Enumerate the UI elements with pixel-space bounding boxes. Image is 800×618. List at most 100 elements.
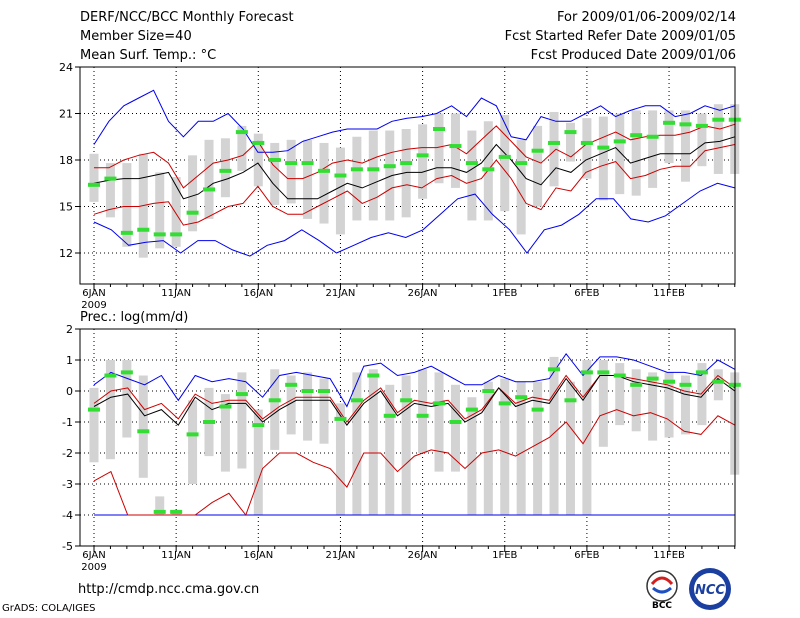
ensemble-box bbox=[434, 113, 444, 184]
ensemble-box bbox=[352, 136, 362, 221]
ensemble-median-mark bbox=[663, 379, 676, 384]
ensemble-box bbox=[664, 372, 674, 438]
ensemble-box bbox=[549, 356, 559, 515]
forecast-produced-date: Fcst Produced Date 2009/01/06 bbox=[530, 48, 736, 63]
ensemble-median-mark bbox=[170, 232, 183, 237]
x-year-label: 2009 bbox=[81, 300, 106, 311]
ensemble-median-mark bbox=[301, 161, 314, 166]
ensemble-box bbox=[253, 409, 263, 515]
ensemble-median-mark bbox=[186, 210, 199, 215]
ensemble-median-mark bbox=[285, 382, 298, 387]
ensemble-median-mark bbox=[433, 127, 446, 131]
footer-url: http://cmdp.ncc.cma.gov.cn bbox=[78, 582, 260, 597]
ensemble-box bbox=[286, 375, 296, 435]
ensemble-box bbox=[631, 110, 641, 196]
ensemble-median-mark bbox=[219, 168, 232, 173]
ensemble-box bbox=[401, 129, 411, 218]
ensemble-box bbox=[713, 104, 723, 174]
ensemble-box bbox=[303, 372, 313, 441]
ensemble-box bbox=[303, 139, 313, 219]
ensemble-median-mark bbox=[88, 182, 100, 187]
ensemble-box bbox=[138, 375, 148, 478]
ensemble-median-mark bbox=[433, 401, 446, 406]
ensemble-box bbox=[286, 139, 296, 204]
ensemble-box bbox=[385, 384, 395, 515]
upper-red-line bbox=[94, 123, 735, 189]
ensemble-box bbox=[565, 381, 575, 515]
ensemble-box bbox=[483, 381, 493, 515]
ensemble-median-mark bbox=[235, 130, 248, 135]
ensemble-median-mark bbox=[465, 161, 478, 166]
ensemble-box bbox=[171, 177, 181, 247]
ensemble-box bbox=[533, 125, 543, 207]
ensemble-median-mark bbox=[449, 144, 462, 149]
y-tick-label: -4 bbox=[62, 509, 73, 522]
y-tick-label: 1 bbox=[66, 354, 73, 367]
upper-blue-line bbox=[93, 352, 736, 408]
ensemble-median-mark bbox=[170, 509, 183, 514]
x-tick-label: 11FEB bbox=[653, 550, 685, 561]
bcc-logo-text: BCC bbox=[652, 601, 672, 610]
ensemble-median-mark bbox=[367, 373, 380, 378]
ensemble-median-mark bbox=[318, 389, 331, 393]
ensemble-median-mark bbox=[613, 373, 626, 378]
x-tick-label: 16JAN bbox=[243, 288, 273, 299]
ensemble-box bbox=[237, 372, 247, 469]
ensemble-mean-line bbox=[93, 375, 736, 426]
ensemble-median-mark bbox=[482, 167, 495, 172]
ensemble-median-mark bbox=[400, 398, 413, 403]
ensemble-box bbox=[533, 381, 543, 515]
ensemble-median-mark bbox=[712, 379, 725, 384]
ensemble-box bbox=[105, 360, 115, 460]
ensemble-median-mark bbox=[498, 401, 511, 406]
x-tick-label: 6JAN bbox=[82, 550, 105, 561]
y-tick-label: 15 bbox=[59, 201, 73, 214]
x-year-label: 2009 bbox=[81, 562, 106, 573]
ensemble-median-mark bbox=[548, 140, 561, 145]
ensemble-median-mark bbox=[663, 120, 676, 125]
ensemble-box bbox=[680, 375, 690, 435]
ensemble-box bbox=[401, 375, 411, 515]
ensemble-box bbox=[697, 113, 707, 167]
ensemble-box bbox=[253, 133, 263, 187]
forecast-period: For 2009/01/06-2009/02/14 bbox=[557, 10, 736, 25]
ensemble-median-mark bbox=[712, 117, 725, 122]
x-tick-label: 6JAN bbox=[82, 288, 105, 299]
x-tick-label: 6FEB bbox=[574, 550, 599, 561]
ensemble-median-mark bbox=[383, 164, 396, 169]
ensemble-box bbox=[549, 111, 559, 187]
ensemble-median-mark bbox=[88, 407, 100, 412]
ensemble-median-mark bbox=[219, 404, 232, 409]
ensemble-median-mark bbox=[104, 373, 117, 378]
ensemble-box bbox=[582, 118, 592, 179]
ensemble-median-mark bbox=[104, 176, 117, 181]
ensemble-median-mark bbox=[580, 140, 593, 145]
y-tick-label: -3 bbox=[62, 478, 73, 491]
ensemble-median-mark bbox=[203, 420, 216, 424]
grads-credit: GrADS: COLA/IGES bbox=[2, 603, 96, 614]
ensemble-box bbox=[155, 496, 165, 515]
ensemble-mean-line bbox=[93, 136, 735, 200]
x-tick-label: 1FEB bbox=[492, 288, 517, 299]
ensemble-median-mark bbox=[613, 139, 626, 144]
x-tick-label: 16JAN bbox=[243, 550, 273, 561]
ensemble-box bbox=[615, 363, 625, 426]
ensemble-box bbox=[500, 115, 510, 212]
ensemble-box bbox=[434, 372, 444, 472]
ensemble-median-mark bbox=[695, 123, 708, 128]
ensemble-median-mark bbox=[597, 145, 610, 150]
ensemble-box bbox=[204, 139, 214, 219]
ensemble-median-mark bbox=[646, 376, 659, 381]
ensemble-median-mark bbox=[334, 416, 347, 421]
bcc-logo: BCC bbox=[640, 566, 684, 614]
ensemble-median-mark bbox=[285, 161, 298, 166]
upper-red-line bbox=[93, 374, 736, 423]
ensemble-median-mark bbox=[203, 187, 216, 192]
ensemble-median-mark bbox=[367, 167, 380, 172]
ensemble-box bbox=[565, 122, 575, 162]
ensemble-median-mark bbox=[268, 158, 281, 162]
ncc-logo-text: NCC bbox=[695, 583, 725, 598]
ensemble-box bbox=[105, 163, 115, 218]
ensemble-box bbox=[516, 139, 526, 235]
ensemble-median-mark bbox=[531, 148, 544, 153]
